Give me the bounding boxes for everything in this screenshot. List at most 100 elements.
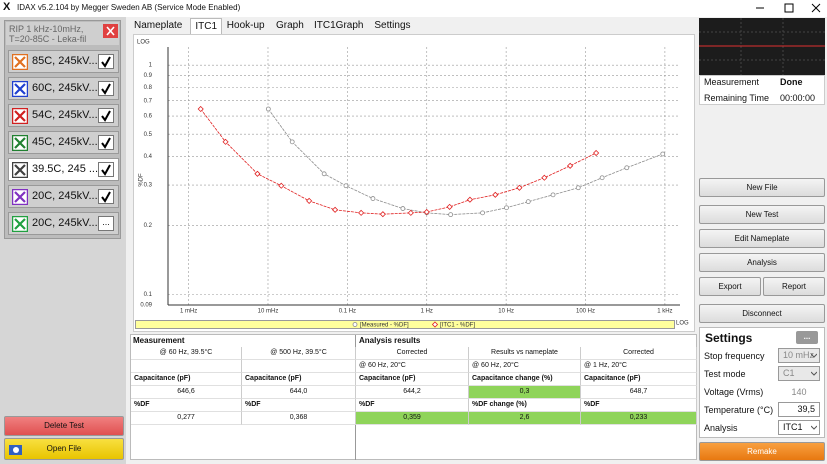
disconnect-button[interactable]: Disconnect: [699, 304, 825, 323]
settings-panel: Settings ... Stop frequency 10 mHz Test mo…: [699, 327, 825, 438]
table-cell: @ 60 Hz, 39.5°C: [131, 347, 242, 360]
setting-value[interactable]: ITC1: [778, 420, 820, 435]
test-icon: [12, 81, 28, 97]
table-cell: 2,6: [469, 412, 581, 425]
new-test-button[interactable]: New Test: [699, 205, 825, 224]
report-button[interactable]: Report: [763, 277, 825, 296]
table-cell: %DF change (%): [469, 399, 581, 412]
open-file-button[interactable]: Open File: [4, 438, 124, 460]
test-label: 20C, 245kV...: [32, 217, 98, 229]
tab[interactable]: Settings: [374, 20, 411, 31]
dropdown-arrow: [811, 425, 817, 430]
tab[interactable]: ITC1: [190, 18, 223, 34]
status-value: 00:00:00: [780, 93, 816, 103]
test-checkbox[interactable]: [98, 135, 114, 150]
icon-cross: [14, 56, 26, 68]
table-cell: 644,0: [242, 386, 356, 399]
table-cell: 0,3: [469, 386, 581, 399]
section-header: Analysis results: [359, 336, 421, 345]
dropdown-arrow: [811, 371, 817, 376]
tab[interactable]: Graph: [276, 20, 304, 31]
test-checkbox[interactable]: [98, 54, 114, 69]
edit-nameplate-button[interactable]: Edit Nameplate: [699, 229, 825, 248]
remake-button[interactable]: Remake: [699, 442, 825, 461]
test-icon: [12, 108, 28, 124]
arrow: [811, 371, 817, 376]
table-cell: Capacitance (pF): [581, 373, 697, 386]
test-label: 39.5C, 245 ...: [32, 163, 99, 175]
status-label: Remaining Time: [704, 93, 770, 103]
status-box: Measurement Done Remaining Time 00:00:00: [699, 75, 825, 105]
table-cell: 646,6: [131, 386, 242, 399]
test-icon: [12, 54, 28, 70]
icon-cross: [14, 191, 26, 203]
setting-label: Stop frequency: [704, 351, 765, 361]
test-more-button[interactable]: ...: [98, 216, 114, 231]
results-table: Measurement Analysis results @ 60 Hz, 39.5…: [130, 334, 697, 460]
app-icon: X: [3, 1, 11, 13]
test-checkbox[interactable]: [98, 189, 114, 204]
graph-panel: [133, 34, 695, 332]
setting-value[interactable]: 39,5: [778, 402, 820, 417]
check-mark: [101, 137, 111, 149]
setting-label: Voltage (Vrms): [704, 387, 764, 397]
test-item[interactable]: 85C, 245kV...: [8, 50, 119, 73]
test-checkbox[interactable]: [98, 81, 114, 96]
new-file-button[interactable]: New File: [699, 178, 825, 197]
test-item[interactable]: 60C, 245kV...: [8, 77, 119, 100]
check-mark: [101, 191, 111, 203]
test-item[interactable]: 45C, 245kV...: [8, 131, 119, 154]
test-item[interactable]: 20C, 245kV...: [8, 185, 119, 208]
test-item[interactable]: 20C, 245kV......: [8, 212, 119, 235]
test-checkbox[interactable]: [98, 162, 114, 177]
arrow: [811, 425, 817, 430]
scope-display: [699, 18, 825, 75]
window-controls[interactable]: [740, 0, 827, 17]
test-item[interactable]: 39.5C, 245 ...: [8, 158, 119, 181]
icon-cross: [14, 110, 26, 122]
table-cell: Capacitance (pF): [242, 373, 356, 386]
test-label: 20C, 245kV...: [32, 190, 98, 202]
check-mark: [101, 110, 111, 122]
test-checkbox[interactable]: [98, 108, 114, 123]
analysis-button[interactable]: Analysis: [699, 253, 825, 272]
header-line: T=20-85C - Leka-fil: [9, 34, 87, 44]
test-icon: [12, 162, 28, 178]
tab-bar: Nameplate ITC1 Hook-up Graph ITC1Graph Settin…: [130, 18, 697, 34]
tab[interactable]: ITC1Graph: [314, 20, 364, 31]
check-mark: [101, 164, 111, 176]
table-cell: [242, 360, 356, 373]
test-label: 54C, 245kV...: [32, 109, 98, 121]
tab[interactable]: Hook-up: [226, 20, 265, 31]
table-cell: 648,7: [581, 386, 697, 399]
table-cell: 0,359: [356, 412, 469, 425]
export-button[interactable]: Export: [699, 277, 761, 296]
test-icon: [12, 216, 28, 232]
test-label: 45C, 245kV...: [32, 136, 98, 148]
table-cell: %DF: [131, 399, 242, 412]
delete-test-button[interactable]: Delete Test: [4, 416, 124, 436]
table-cell: [131, 360, 242, 373]
table-cell: Capacitance (pF): [131, 373, 242, 386]
setting-value: 140: [791, 387, 807, 397]
status-value: Done: [780, 77, 803, 87]
test-list-header: RIP 1 kHz-10mHz, T=20-85C - Leka-fil: [6, 22, 119, 45]
table-cell: 0,233: [581, 412, 697, 425]
close-list-button[interactable]: [103, 24, 118, 38]
table-cell: Corrected: [581, 347, 697, 360]
left-panel: RIP 1 kHz-10mHz, T=20-85C - Leka-fil Del…: [0, 17, 126, 464]
dropdown-arrow: [811, 353, 817, 358]
section-header: Measurement: [133, 336, 185, 345]
test-item[interactable]: 54C, 245kV...: [8, 104, 119, 127]
tab[interactable]: Nameplate: [134, 20, 183, 31]
legend-bar: [135, 320, 675, 329]
open-file-icon: [9, 445, 22, 455]
settings-more-button[interactable]: ...: [796, 331, 818, 344]
table-cell: @ 60 Hz, 20°C: [469, 360, 581, 373]
title-bar: X IDAX v5.2.104 by Megger Sweden AB (Ser…: [0, 0, 827, 17]
settings-title: Settings: [705, 331, 753, 345]
table-cell: %DF: [356, 399, 469, 412]
setting-label: Analysis: [704, 423, 738, 433]
setting-value: 10 mHz: [778, 348, 820, 363]
open-file-label: Open File: [46, 444, 82, 453]
